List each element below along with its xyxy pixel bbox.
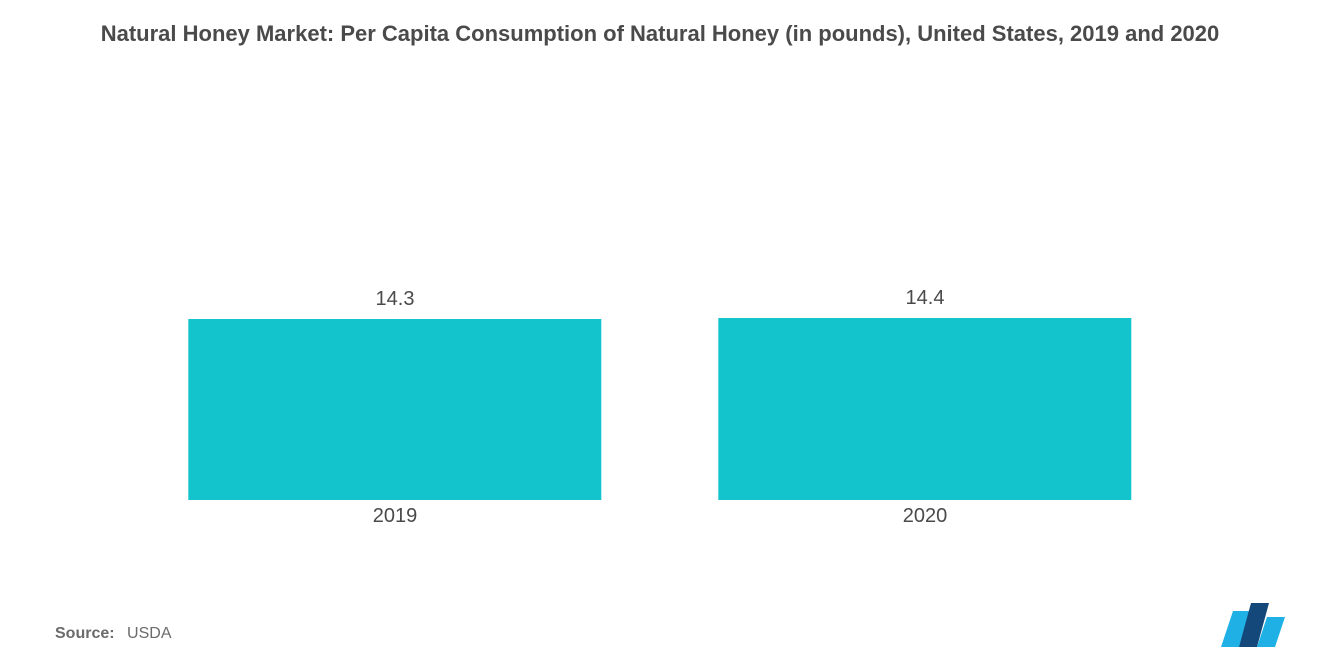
source-citation: Source: USDA — [55, 625, 171, 643]
value-label: 14.3 — [188, 288, 601, 311]
source-label: Source: — [55, 625, 115, 642]
bar-group-2020: 14.4 — [660, 120, 1190, 500]
x-tick-label: 2020 — [660, 505, 1190, 528]
value-label: 14.4 — [718, 287, 1131, 310]
brand-logo-icon — [1221, 603, 1285, 647]
source-value: USDA — [127, 625, 171, 642]
x-tick-label: 2019 — [130, 505, 660, 528]
bar-wrap: 14.3 — [188, 120, 601, 500]
chart-title: Natural Honey Market: Per Capita Consump… — [0, 18, 1320, 50]
plot-area: 14.3 14.4 — [130, 120, 1190, 500]
bar-group-2019: 14.3 — [130, 120, 660, 500]
bar — [718, 318, 1131, 500]
chart-container: Natural Honey Market: Per Capita Consump… — [0, 0, 1320, 665]
bar-wrap: 14.4 — [718, 120, 1131, 500]
bar — [188, 319, 601, 500]
